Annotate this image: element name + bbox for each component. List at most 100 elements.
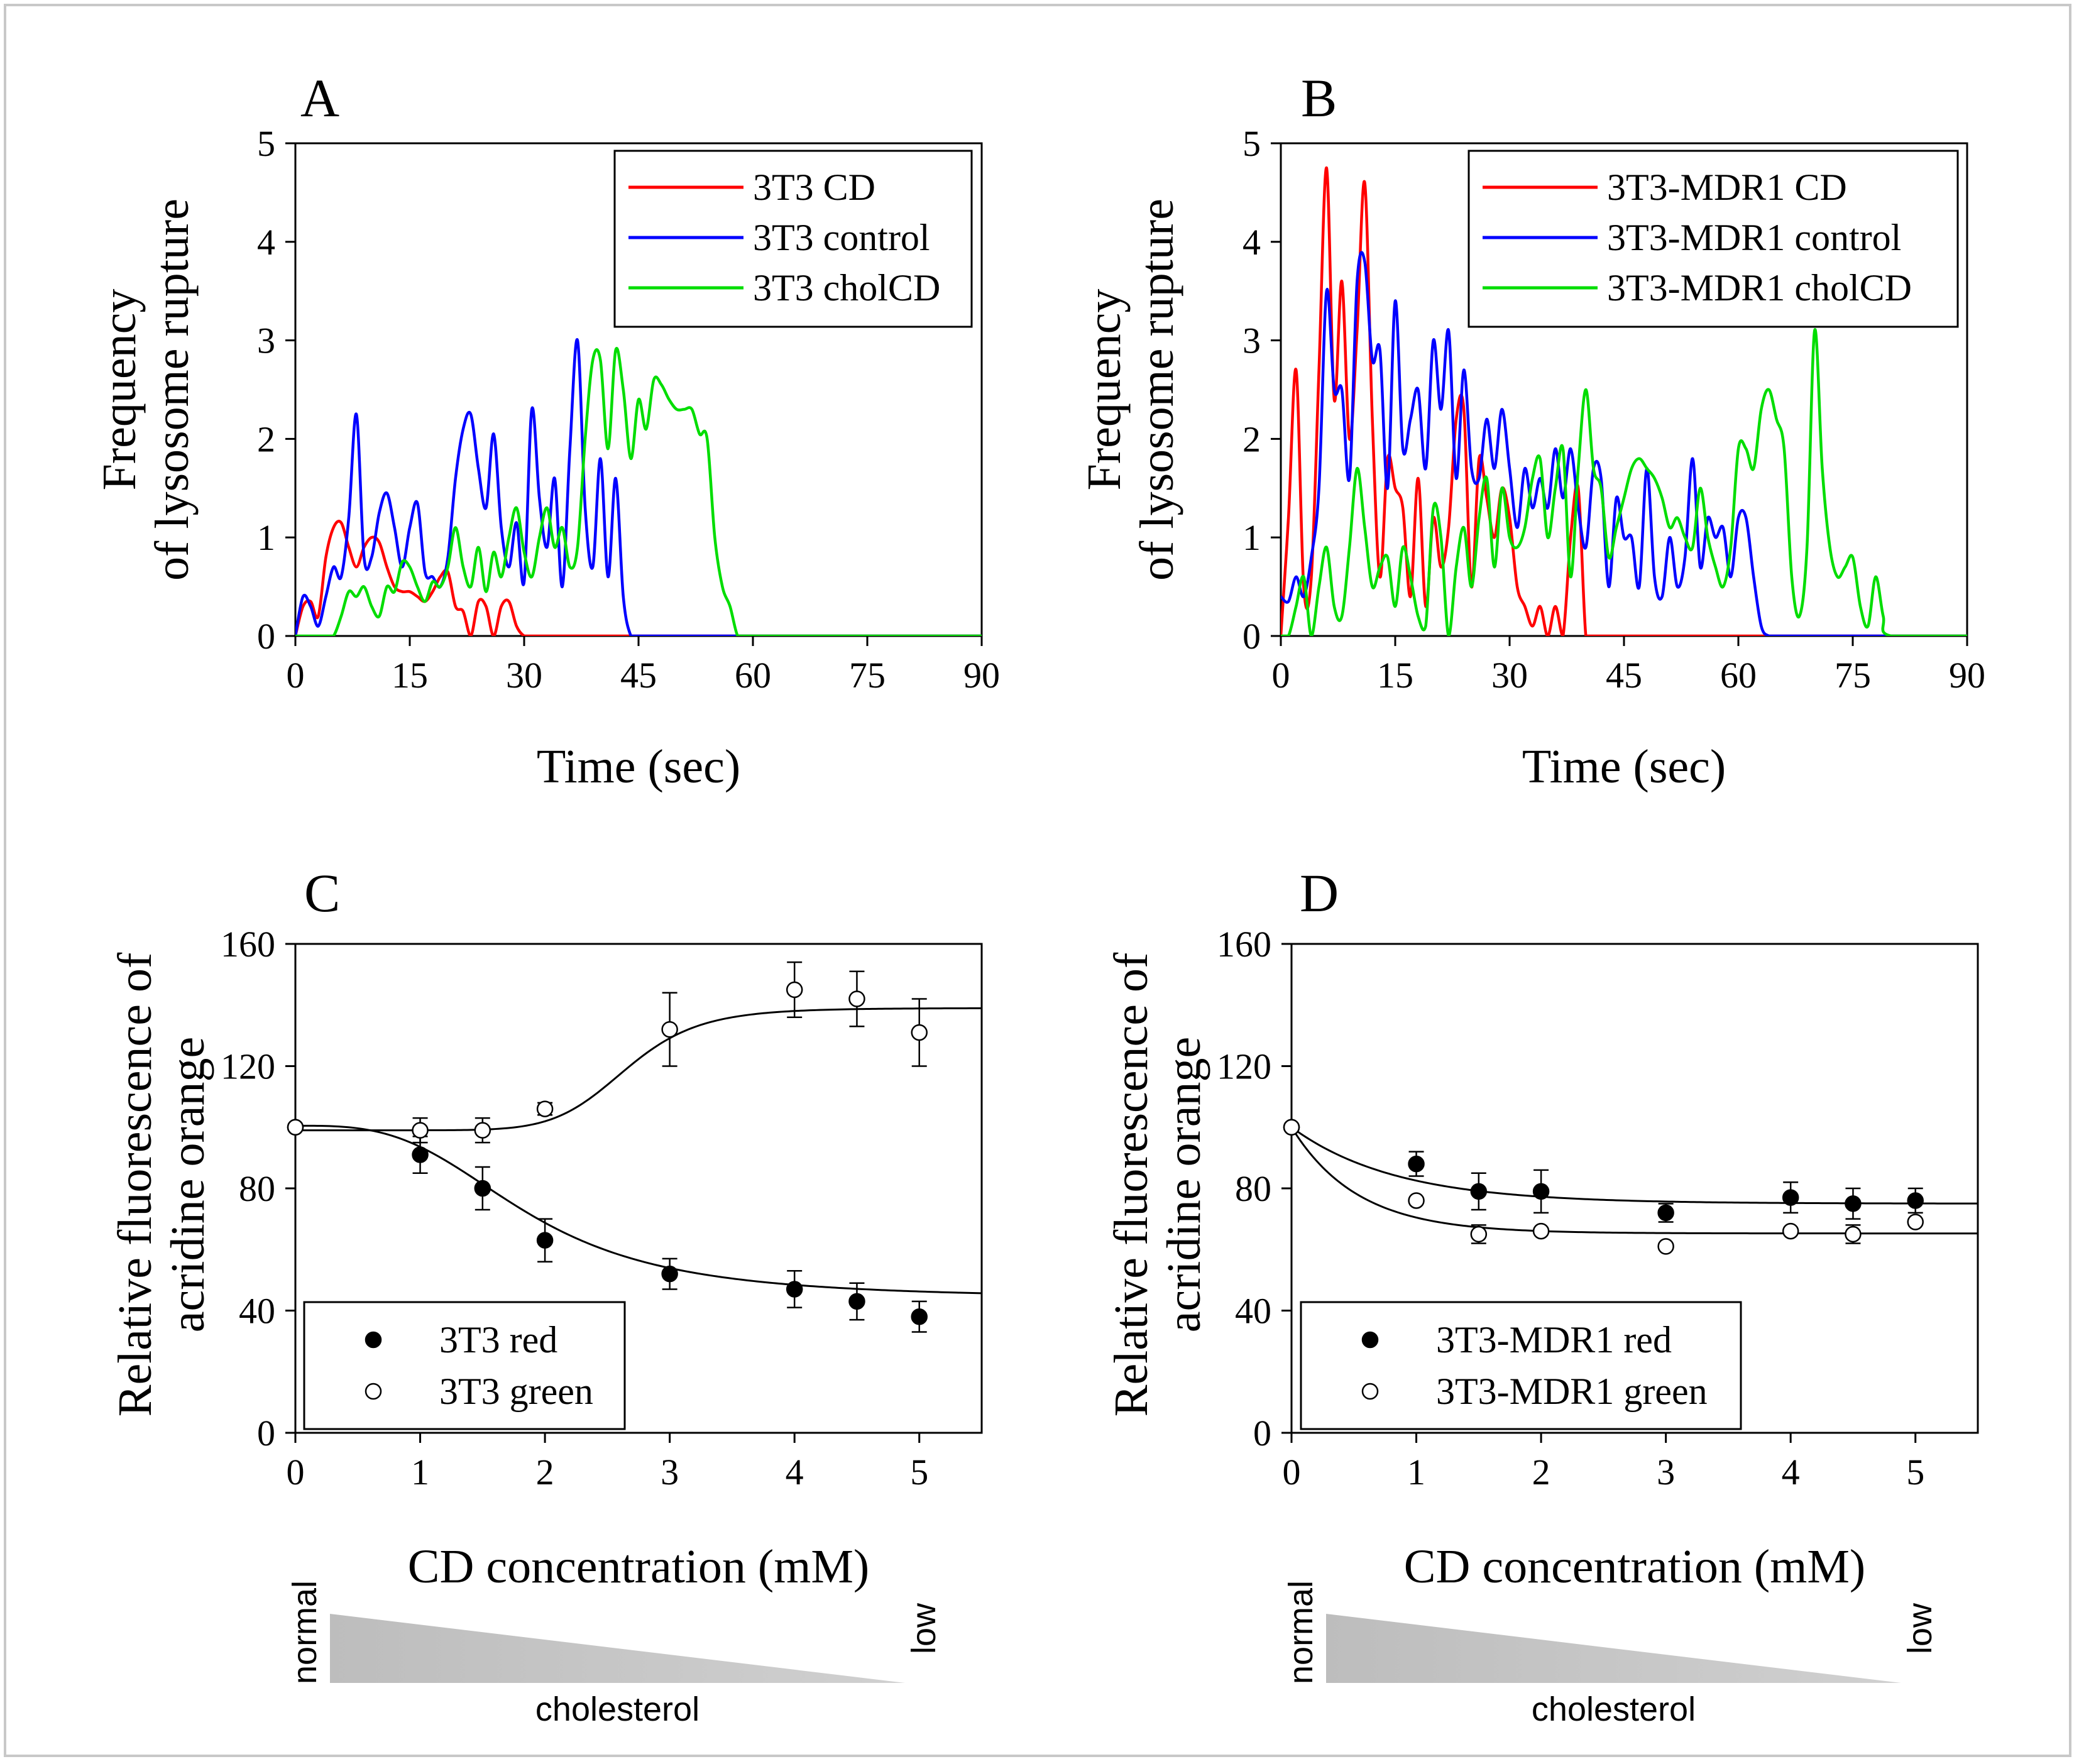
x-tick-label: 2 <box>536 1452 554 1493</box>
x-tick-label: 15 <box>392 655 428 696</box>
gradient-axis-label: cholesterol <box>1532 1690 1696 1728</box>
x-tick-label: 0 <box>287 655 305 696</box>
y-axis-label-line: of lysosome rupture <box>146 199 199 581</box>
y-axis-label-line: of lysosome rupture <box>1131 199 1183 581</box>
data-point-open <box>287 1119 304 1136</box>
series-line-3t3-mdr1-cholcd <box>1281 328 1967 636</box>
data-point-open <box>848 990 865 1007</box>
legend-label: 3T3 red <box>439 1319 557 1361</box>
fit-curve-3t3-red <box>295 1124 982 1295</box>
y-tick-label: 120 <box>221 1046 275 1087</box>
data-point-open <box>1657 1238 1674 1255</box>
data-point-open <box>1532 1222 1550 1240</box>
legend-label: 3T3-MDR1 green <box>1436 1371 1708 1412</box>
gradient-end-label: low <box>1901 1602 1939 1654</box>
y-tick-label: 0 <box>257 1413 275 1454</box>
y-tick-label: 0 <box>257 616 275 657</box>
legend-label: 3T3 green <box>439 1371 593 1412</box>
y-axis-label-line: Relative fluorescence of <box>109 952 162 1416</box>
data-point-filled <box>848 1293 865 1310</box>
fit-group <box>1292 1126 1978 1235</box>
x-tick-label: 5 <box>910 1452 928 1493</box>
data-point-filled <box>911 1308 928 1325</box>
fit-curve-3t3-mdr1-red <box>1292 1126 1978 1205</box>
series-group <box>1281 166 1967 636</box>
data-point-filled <box>1845 1195 1862 1212</box>
panel-letter: D <box>1300 863 1339 923</box>
data-point-filled <box>661 1265 678 1283</box>
x-tick-label: 30 <box>506 655 542 696</box>
x-tick-label: 75 <box>849 655 886 696</box>
x-tick-label: 15 <box>1377 655 1413 696</box>
y-tick-label: 0 <box>1242 616 1261 657</box>
legend-marker <box>1361 1331 1379 1349</box>
y-tick-label: 160 <box>221 924 275 965</box>
y-axis-label-line: Frequency <box>1078 289 1131 491</box>
panel-d: D 0 1 2 3 4 5 0 40 80 120 160 CD concentration (mM) R… <box>1105 863 1979 1728</box>
series-line-3t3-cholcd <box>295 347 982 636</box>
y-tick-label: 160 <box>1217 924 1271 965</box>
data-point-filled <box>1907 1192 1924 1209</box>
legend-marker <box>365 1383 382 1400</box>
data-point-filled <box>786 1281 803 1298</box>
x-tick-label: 1 <box>1407 1452 1425 1493</box>
data-point-open <box>1408 1192 1425 1209</box>
y-axis-label: Relative fluorescence ofacridine orange <box>109 952 214 1416</box>
panel-c: C 0 1 2 3 4 5 0 40 80 120 160 CD concentration (mM) R… <box>109 863 983 1728</box>
y-tick-label: 1 <box>257 517 275 558</box>
x-tick-label: 60 <box>1720 655 1757 696</box>
series-line-3t3-control <box>295 338 982 636</box>
data-point-filled <box>1408 1155 1425 1173</box>
y-tick-label: 120 <box>1217 1046 1271 1087</box>
x-tick-label: 2 <box>1532 1452 1550 1493</box>
cholesterol-gradient-wedge <box>1326 1614 1901 1683</box>
y-tick-label: 4 <box>1242 222 1261 263</box>
data-point-open <box>536 1100 554 1117</box>
x-tick-label: 5 <box>1906 1452 1924 1493</box>
x-axis-label: Time (sec) <box>537 740 740 793</box>
x-tick-label: 0 <box>287 1452 305 1493</box>
data-point-open <box>1470 1225 1488 1243</box>
y-tick-label: 5 <box>1242 123 1261 164</box>
gradient-start-label: normal <box>1282 1580 1320 1684</box>
y-tick-label: 80 <box>1235 1168 1271 1209</box>
legend-box <box>303 1301 626 1430</box>
series-group <box>295 338 982 636</box>
y-tick-label: 0 <box>1253 1413 1271 1454</box>
x-tick-label: 4 <box>1782 1452 1800 1493</box>
y-axis-label-line: Frequency <box>93 289 146 491</box>
fit-curve-3t3-mdr1-green <box>1292 1126 1978 1235</box>
data-point-open <box>474 1122 491 1139</box>
legend-label: 3T3-MDR1 control <box>1607 217 1901 258</box>
x-axis-label: CD concentration (mM) <box>1404 1540 1865 1593</box>
x-tick-label: 75 <box>1835 655 1871 696</box>
y-axis-label: Frequencyof lysosome rupture <box>1078 199 1183 581</box>
y-tick-label: 4 <box>257 222 275 263</box>
gradient-end-label: low <box>905 1602 943 1654</box>
data-point-filled <box>1657 1204 1674 1222</box>
data-point-filled <box>1782 1189 1799 1206</box>
data-point-open <box>661 1021 678 1038</box>
data-point-filled <box>536 1232 554 1249</box>
y-tick-label: 3 <box>1242 320 1261 361</box>
x-tick-label: 1 <box>411 1452 429 1493</box>
y-axis-label: Frequencyof lysosome rupture <box>93 199 199 581</box>
data-point-open <box>412 1122 429 1139</box>
x-tick-label: 4 <box>786 1452 804 1493</box>
x-tick-label: 0 <box>1283 1452 1301 1493</box>
x-axis-label: CD concentration (mM) <box>408 1540 869 1593</box>
data-point-open <box>1283 1119 1300 1136</box>
data-point-filled <box>412 1146 429 1163</box>
legend-label: 3T3 control <box>753 217 930 258</box>
data-point-open <box>911 1024 928 1041</box>
x-tick-label: 3 <box>1657 1452 1675 1493</box>
x-tick-label: 3 <box>661 1452 679 1493</box>
panel-letter: A <box>300 68 339 128</box>
x-tick-label: 90 <box>1949 655 1985 696</box>
data-point-filled <box>1470 1183 1488 1200</box>
y-tick-label: 2 <box>1242 419 1261 459</box>
series-line-3t3-cd <box>295 520 982 636</box>
y-tick-label: 2 <box>257 419 275 459</box>
